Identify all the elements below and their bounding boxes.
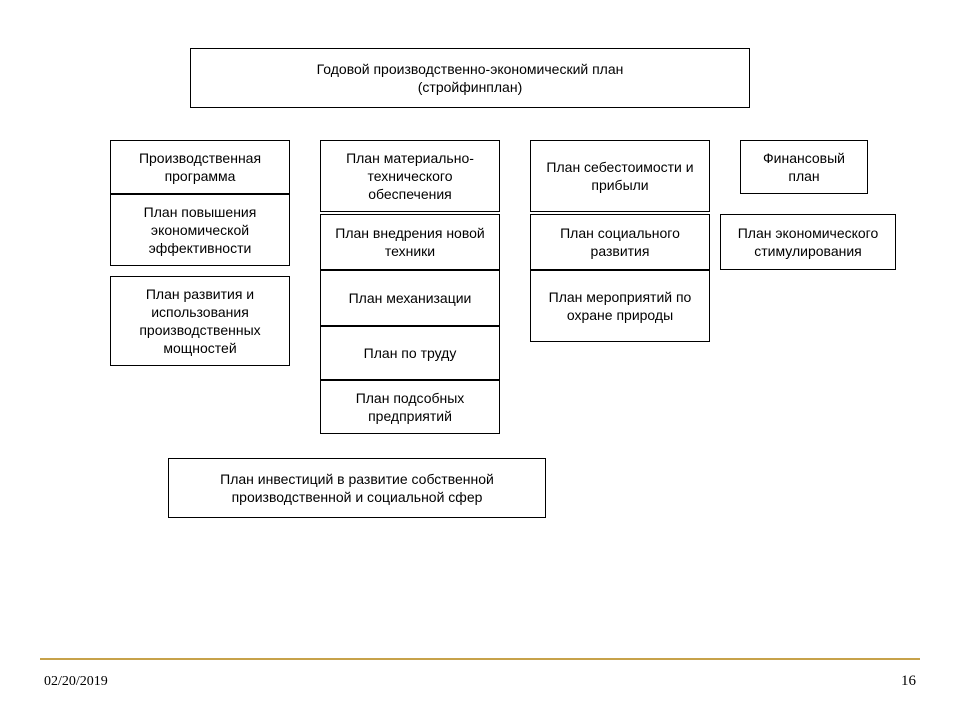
- label: План экономического стимулирования: [729, 224, 887, 260]
- header-line2: (стройфинплан): [418, 79, 522, 95]
- box-economic-stimulation: План экономического стимулирования: [720, 214, 896, 270]
- box-economic-efficiency: План повышения экономической эффективнос…: [110, 194, 290, 266]
- label: План механизации: [349, 289, 472, 307]
- box-capacity-development: План развития и использования производст…: [110, 276, 290, 366]
- footer-page: 16: [901, 673, 916, 690]
- footer-rule: [40, 658, 920, 660]
- box-production-program: Производственная программа: [110, 140, 290, 194]
- box-mechanization: План механизации: [320, 270, 500, 326]
- label: План повышения экономической эффективнос…: [119, 203, 281, 258]
- label: План себестоимости и прибыли: [539, 158, 701, 194]
- label: План инвестиций в развитие собственной п…: [177, 470, 537, 506]
- header-box: Годовой производственно-экономический пл…: [190, 48, 750, 108]
- label: План мероприятий по охране природы: [539, 288, 701, 324]
- label: План подсобных предприятий: [329, 389, 491, 425]
- label: Производственная программа: [119, 149, 281, 185]
- label: План внедрения новой техники: [329, 224, 491, 260]
- label: План материально-технического обеспечени…: [329, 149, 491, 204]
- box-labor-plan: План по труду: [320, 326, 500, 380]
- box-subsidiary: План подсобных предприятий: [320, 380, 500, 434]
- diagram-canvas: Годовой производственно-экономический пл…: [0, 0, 960, 720]
- box-nature-protection: План мероприятий по охране природы: [530, 270, 710, 342]
- box-cost-profit: План себестоимости и прибыли: [530, 140, 710, 212]
- box-new-tech: План внедрения новой техники: [320, 214, 500, 270]
- footer-date: 02/20/2019: [44, 674, 108, 690]
- label: План социального развития: [539, 224, 701, 260]
- box-financial-plan: Финансовый план: [740, 140, 868, 194]
- label: План развития и использования производст…: [119, 285, 281, 358]
- box-investment-plan: План инвестиций в развитие собственной п…: [168, 458, 546, 518]
- box-social-development: План социального развития: [530, 214, 710, 270]
- label: План по труду: [364, 344, 457, 362]
- header-line1: Годовой производственно-экономический пл…: [317, 61, 624, 77]
- box-material-technical: План материально-технического обеспечени…: [320, 140, 500, 212]
- label: Финансовый план: [749, 149, 859, 185]
